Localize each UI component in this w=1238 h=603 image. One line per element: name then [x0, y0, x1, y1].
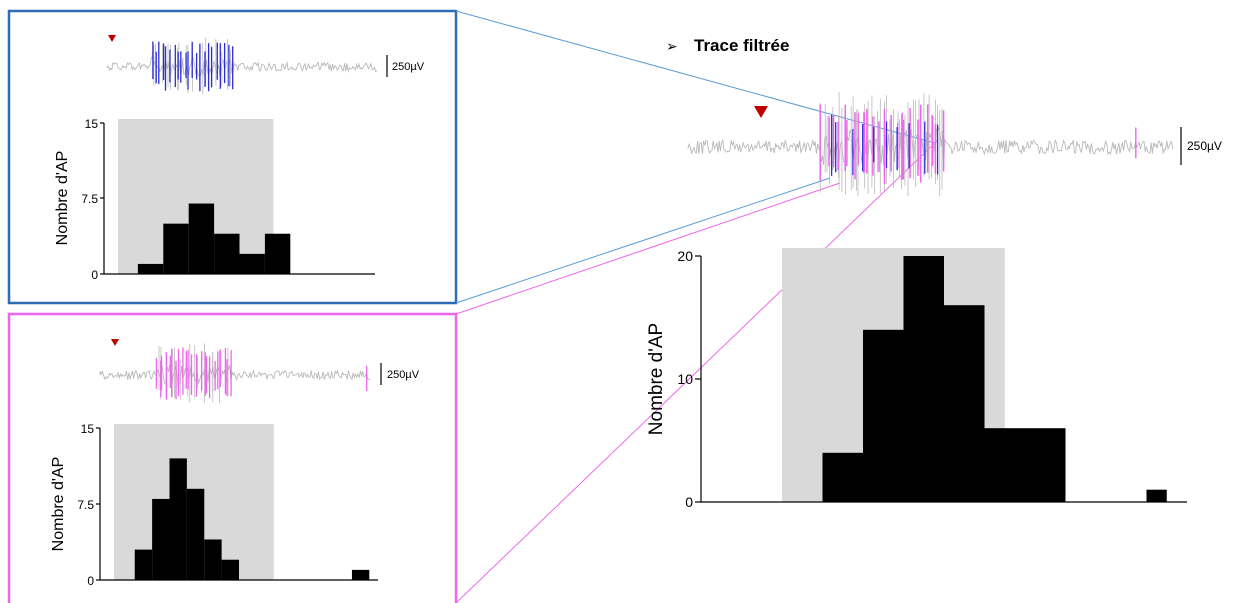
pink-inset-bar-5 [221, 559, 239, 580]
pink-inset-bar-2 [169, 458, 187, 580]
pink-ytick-7.5: 7.5 [77, 498, 94, 512]
main-bar-1 [863, 329, 904, 502]
blue-inset-bar-5 [264, 233, 291, 274]
blue-inset-bar-2 [188, 203, 215, 274]
main-scale-bar-label: 250µV [1187, 139, 1222, 153]
main-histogram: 20 10 0 Nombre d'AP [646, 248, 1187, 510]
main-bar-4 [984, 428, 1025, 502]
arrow-bullet-icon: ➢ [666, 38, 678, 54]
main-scale-bar: 250µV [1180, 127, 1222, 165]
blue-inset-bar-3 [214, 233, 240, 274]
trace-pink-baseline [99, 364, 371, 386]
main-bar-2 [903, 256, 944, 502]
blue-ytick-0: 0 [91, 268, 98, 282]
main-ytick-0: 0 [685, 494, 693, 510]
blue-inset-trace [106, 37, 378, 94]
pink-inset-bar-6 [351, 569, 370, 580]
trace-blue-baseline [106, 56, 378, 77]
main-y-axis-label: Nombre d'AP [646, 323, 667, 435]
pink-zoom-connector-bottom [455, 139, 939, 603]
title-text: Trace filtrée [694, 36, 789, 55]
pink-inset-histogram: 15 7.5 0 Nombre d'AP [50, 422, 378, 588]
pink-scale-bar: 250µV [380, 363, 420, 385]
pink-scale-bar-label: 250µV [387, 369, 420, 381]
blue-inset-frame [7, 9, 458, 305]
pink-ytick-15: 15 [81, 422, 95, 436]
blue-y-axis-label: Nombre d'AP [54, 151, 71, 246]
pink-zoom-connector-top [455, 182, 841, 315]
main-bar-5 [1025, 428, 1066, 502]
blue-ytick-7.5: 7.5 [81, 192, 98, 206]
pink-inset-frame [7, 312, 458, 603]
trace-main-baseline [687, 126, 1174, 166]
pink-inset-bar-1 [152, 498, 170, 580]
pink-ytick-0: 0 [87, 574, 94, 588]
main-stimulus-marker-icon [754, 106, 768, 118]
blue-scale-bar: 250µV [386, 55, 425, 77]
pink-y-axis-label: Nombre d'AP [50, 457, 67, 552]
blue-inset-bar-0 [137, 263, 164, 274]
main-bar-3 [944, 305, 985, 502]
pink-inset-bar-4 [204, 539, 222, 580]
main-ytick-20: 20 [677, 248, 693, 264]
main-ytick-10: 10 [677, 371, 693, 387]
blue-inset-histogram: 15 7.5 0 Nombre d'AP [54, 117, 375, 282]
blue-stimulus-marker-icon [108, 35, 116, 42]
main-bar-0 [822, 452, 863, 502]
blue-ytick-15: 15 [85, 117, 99, 131]
pink-stimulus-marker-icon [111, 339, 119, 346]
pink-inset-trace [99, 343, 371, 404]
pink-inset-bar-3 [186, 488, 205, 580]
pink-inset-bar-0 [134, 549, 153, 580]
section-title: ➢ Trace filtrée [666, 36, 789, 55]
main-bar-6 [1146, 489, 1167, 502]
blue-inset-bar-4 [239, 253, 265, 274]
main-filtered-trace [687, 92, 1174, 197]
blue-inset-bar-1 [163, 223, 189, 274]
blue-scale-bar-label: 250µV [392, 61, 425, 73]
blue-zoom-connector-bottom [455, 177, 831, 304]
